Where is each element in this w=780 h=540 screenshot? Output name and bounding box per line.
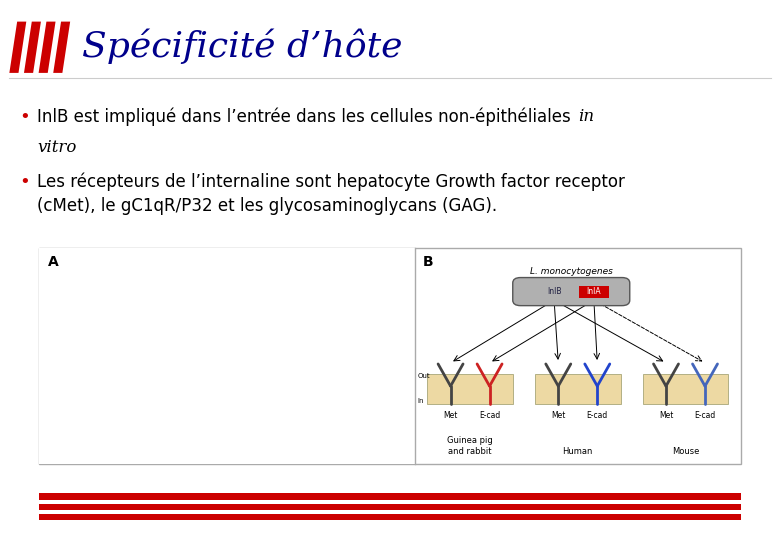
Bar (39, 493, 741, 500)
Bar (39, 514, 741, 520)
Text: Met: Met (551, 411, 565, 421)
Bar (579, 286, 608, 298)
Text: L. monocytogenes: L. monocytogenes (530, 267, 613, 276)
Bar (39, 248, 415, 464)
Bar (427, 374, 513, 404)
Text: Spécificité d’hôte: Spécificité d’hôte (82, 29, 402, 64)
Text: In: In (418, 398, 424, 404)
Text: •: • (20, 108, 30, 126)
Text: in: in (578, 108, 594, 125)
Text: •: • (20, 173, 30, 191)
Text: InlA: InlA (587, 287, 601, 295)
Text: Guinea pig
and rabbit: Guinea pig and rabbit (447, 436, 493, 456)
Text: Les récepteurs de l’internaline sont hepatocyte Growth factor receptor
(cMet), l: Les récepteurs de l’internaline sont hep… (37, 173, 626, 215)
Text: E-cad: E-cad (479, 411, 500, 421)
Text: A: A (48, 255, 59, 269)
Bar (39, 504, 741, 510)
Polygon shape (24, 22, 41, 73)
Text: InlB est impliqué dans l’entrée dans les cellules non-épithéliales: InlB est impliqué dans l’entrée dans les… (37, 108, 576, 126)
Bar (39, 248, 741, 464)
Text: Mouse: Mouse (672, 447, 699, 456)
Text: vitro: vitro (37, 139, 76, 156)
Bar (535, 374, 621, 404)
Text: Out: Out (418, 373, 431, 380)
FancyBboxPatch shape (512, 278, 629, 306)
Text: InlB: InlB (547, 287, 562, 296)
Polygon shape (39, 22, 55, 73)
Text: Met: Met (443, 411, 458, 421)
Bar (643, 374, 729, 404)
Text: Met: Met (659, 411, 673, 421)
Text: E-cad: E-cad (694, 411, 715, 421)
Text: Human: Human (562, 447, 593, 456)
Text: B: B (423, 255, 433, 269)
Text: E-cad: E-cad (587, 411, 608, 421)
Polygon shape (53, 22, 70, 73)
Polygon shape (9, 22, 27, 73)
